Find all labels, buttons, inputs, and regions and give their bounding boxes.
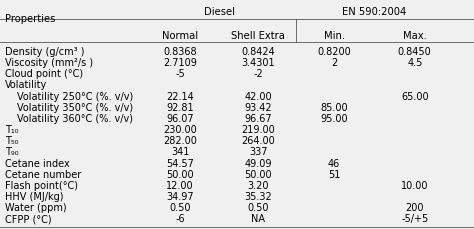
Text: 92.81: 92.81 bbox=[166, 103, 194, 113]
Text: 49.09: 49.09 bbox=[245, 158, 272, 169]
Text: Cetane index: Cetane index bbox=[5, 158, 70, 169]
Text: Normal: Normal bbox=[162, 31, 198, 41]
Text: T₅₀: T₅₀ bbox=[5, 136, 18, 146]
Text: 22.14: 22.14 bbox=[166, 92, 194, 102]
Text: Density (g/cm³ ): Density (g/cm³ ) bbox=[5, 47, 84, 57]
Text: 42.00: 42.00 bbox=[245, 92, 272, 102]
Text: 341: 341 bbox=[171, 147, 189, 157]
Text: Volatility 250°C (%. v/v): Volatility 250°C (%. v/v) bbox=[17, 92, 133, 102]
Text: Diesel: Diesel bbox=[204, 7, 235, 17]
Text: 4.5: 4.5 bbox=[407, 58, 422, 68]
Text: 200: 200 bbox=[405, 203, 424, 213]
Text: 95.00: 95.00 bbox=[320, 114, 348, 124]
Text: 3.4301: 3.4301 bbox=[242, 58, 275, 68]
Text: 0.8424: 0.8424 bbox=[241, 47, 275, 57]
Text: 230.00: 230.00 bbox=[163, 125, 197, 135]
Text: 282.00: 282.00 bbox=[163, 136, 197, 146]
Text: 0.50: 0.50 bbox=[169, 203, 191, 213]
Text: T₉₀: T₉₀ bbox=[5, 147, 18, 157]
Text: 0.50: 0.50 bbox=[247, 203, 269, 213]
Text: Cetane number: Cetane number bbox=[5, 170, 81, 180]
Text: -5: -5 bbox=[175, 69, 185, 79]
Text: 12.00: 12.00 bbox=[166, 181, 194, 191]
Text: 337: 337 bbox=[249, 147, 268, 157]
Text: 2: 2 bbox=[331, 58, 337, 68]
Text: 0.8200: 0.8200 bbox=[317, 47, 351, 57]
Text: 96.67: 96.67 bbox=[245, 114, 272, 124]
Text: 10.00: 10.00 bbox=[401, 181, 428, 191]
Text: 51: 51 bbox=[328, 170, 340, 180]
Text: Water (ppm): Water (ppm) bbox=[5, 203, 66, 213]
Text: Viscosity (mm²/s ): Viscosity (mm²/s ) bbox=[5, 58, 93, 68]
Text: 50.00: 50.00 bbox=[245, 170, 272, 180]
Text: 96.07: 96.07 bbox=[166, 114, 194, 124]
Text: Volatility: Volatility bbox=[5, 80, 47, 90]
Text: 0.8368: 0.8368 bbox=[164, 47, 197, 57]
Text: 50.00: 50.00 bbox=[166, 170, 194, 180]
Text: 264.00: 264.00 bbox=[241, 136, 275, 146]
Text: HHV (MJ/kg): HHV (MJ/kg) bbox=[5, 192, 63, 202]
Text: Min.: Min. bbox=[324, 31, 345, 41]
Text: NA: NA bbox=[251, 214, 265, 224]
Text: -2: -2 bbox=[254, 69, 263, 79]
Text: 54.57: 54.57 bbox=[166, 158, 194, 169]
Text: 93.42: 93.42 bbox=[245, 103, 272, 113]
Text: 85.00: 85.00 bbox=[320, 103, 348, 113]
Text: 35.32: 35.32 bbox=[245, 192, 272, 202]
Text: Max.: Max. bbox=[403, 31, 427, 41]
Text: CFPP (°C): CFPP (°C) bbox=[5, 214, 51, 224]
Text: Volatility 350°C (%. v/v): Volatility 350°C (%. v/v) bbox=[17, 103, 133, 113]
Text: 219.00: 219.00 bbox=[241, 125, 275, 135]
Text: T₁₀: T₁₀ bbox=[5, 125, 18, 135]
Text: Flash point(°C): Flash point(°C) bbox=[5, 181, 78, 191]
Text: 46: 46 bbox=[328, 158, 340, 169]
Text: Properties: Properties bbox=[5, 14, 55, 24]
Text: 2.7109: 2.7109 bbox=[163, 58, 197, 68]
Text: Volatility 360°C (%. v/v): Volatility 360°C (%. v/v) bbox=[17, 114, 133, 124]
Text: 34.97: 34.97 bbox=[166, 192, 194, 202]
Text: Cloud point (°C): Cloud point (°C) bbox=[5, 69, 83, 79]
Text: 65.00: 65.00 bbox=[401, 92, 428, 102]
Text: 3.20: 3.20 bbox=[247, 181, 269, 191]
Text: EN 590:2004: EN 590:2004 bbox=[342, 7, 407, 17]
Text: Shell Extra: Shell Extra bbox=[231, 31, 285, 41]
Text: -5/+5: -5/+5 bbox=[401, 214, 428, 224]
Text: -6: -6 bbox=[175, 214, 185, 224]
Text: 0.8450: 0.8450 bbox=[398, 47, 432, 57]
